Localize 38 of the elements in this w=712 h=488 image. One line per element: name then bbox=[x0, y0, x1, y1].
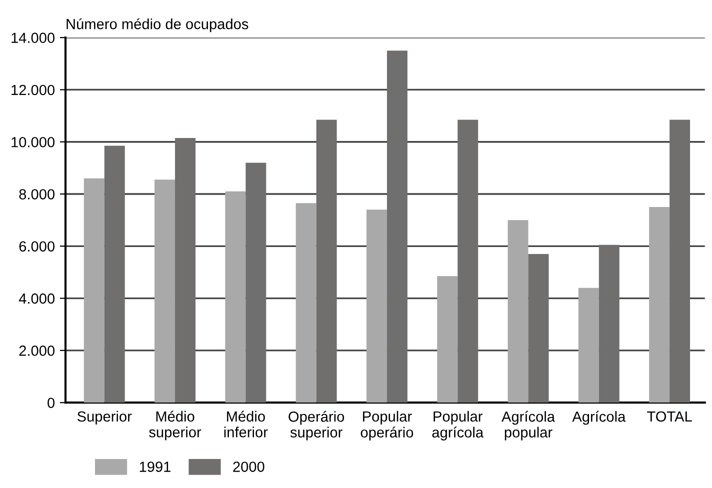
bar bbox=[246, 162, 266, 403]
x-tick-label: Médio inferior bbox=[224, 410, 268, 438]
bar bbox=[104, 146, 125, 403]
x-tick-label: Popular agrícola bbox=[432, 410, 484, 440]
bar bbox=[296, 203, 316, 403]
bar bbox=[670, 120, 690, 403]
y-axis-title: Número médio de ocupados bbox=[66, 18, 248, 32]
bar bbox=[649, 207, 670, 403]
y-tick-label: 14.000 bbox=[12, 32, 55, 44]
y-tick-label: 0 bbox=[48, 398, 55, 408]
bar bbox=[508, 220, 528, 403]
legend-label: 1991 bbox=[140, 462, 170, 472]
legend-label: 2000 bbox=[233, 462, 264, 472]
y-tick-label: 12.000 bbox=[12, 84, 55, 96]
bar bbox=[458, 120, 478, 403]
bar bbox=[84, 178, 104, 403]
bar bbox=[316, 120, 337, 403]
x-tick-label: Operário superior bbox=[288, 410, 344, 440]
bar bbox=[366, 210, 387, 403]
bar bbox=[386, 50, 408, 403]
bar bbox=[225, 191, 246, 403]
x-tick-label: TOTAL bbox=[647, 411, 692, 422]
x-tick-label: Superior bbox=[77, 410, 132, 425]
y-tick-label: 6.000 bbox=[19, 241, 55, 252]
x-tick-label: Agrícola popular bbox=[502, 410, 556, 440]
x-tick-label: Popular operário bbox=[360, 410, 414, 440]
bar bbox=[154, 180, 176, 403]
bar bbox=[175, 138, 196, 403]
y-tick-label: 8.000 bbox=[19, 189, 55, 200]
x-tick-label: Médio superior bbox=[149, 410, 202, 440]
y-tick-label: 10.000 bbox=[12, 136, 55, 148]
bar bbox=[578, 288, 599, 403]
bar bbox=[598, 244, 620, 403]
y-tick-label: 2.000 bbox=[19, 346, 55, 356]
x-tick-label: Agrícola bbox=[572, 410, 626, 425]
bar bbox=[437, 276, 458, 403]
y-tick-label: 4.000 bbox=[18, 293, 55, 304]
bar bbox=[528, 254, 549, 403]
